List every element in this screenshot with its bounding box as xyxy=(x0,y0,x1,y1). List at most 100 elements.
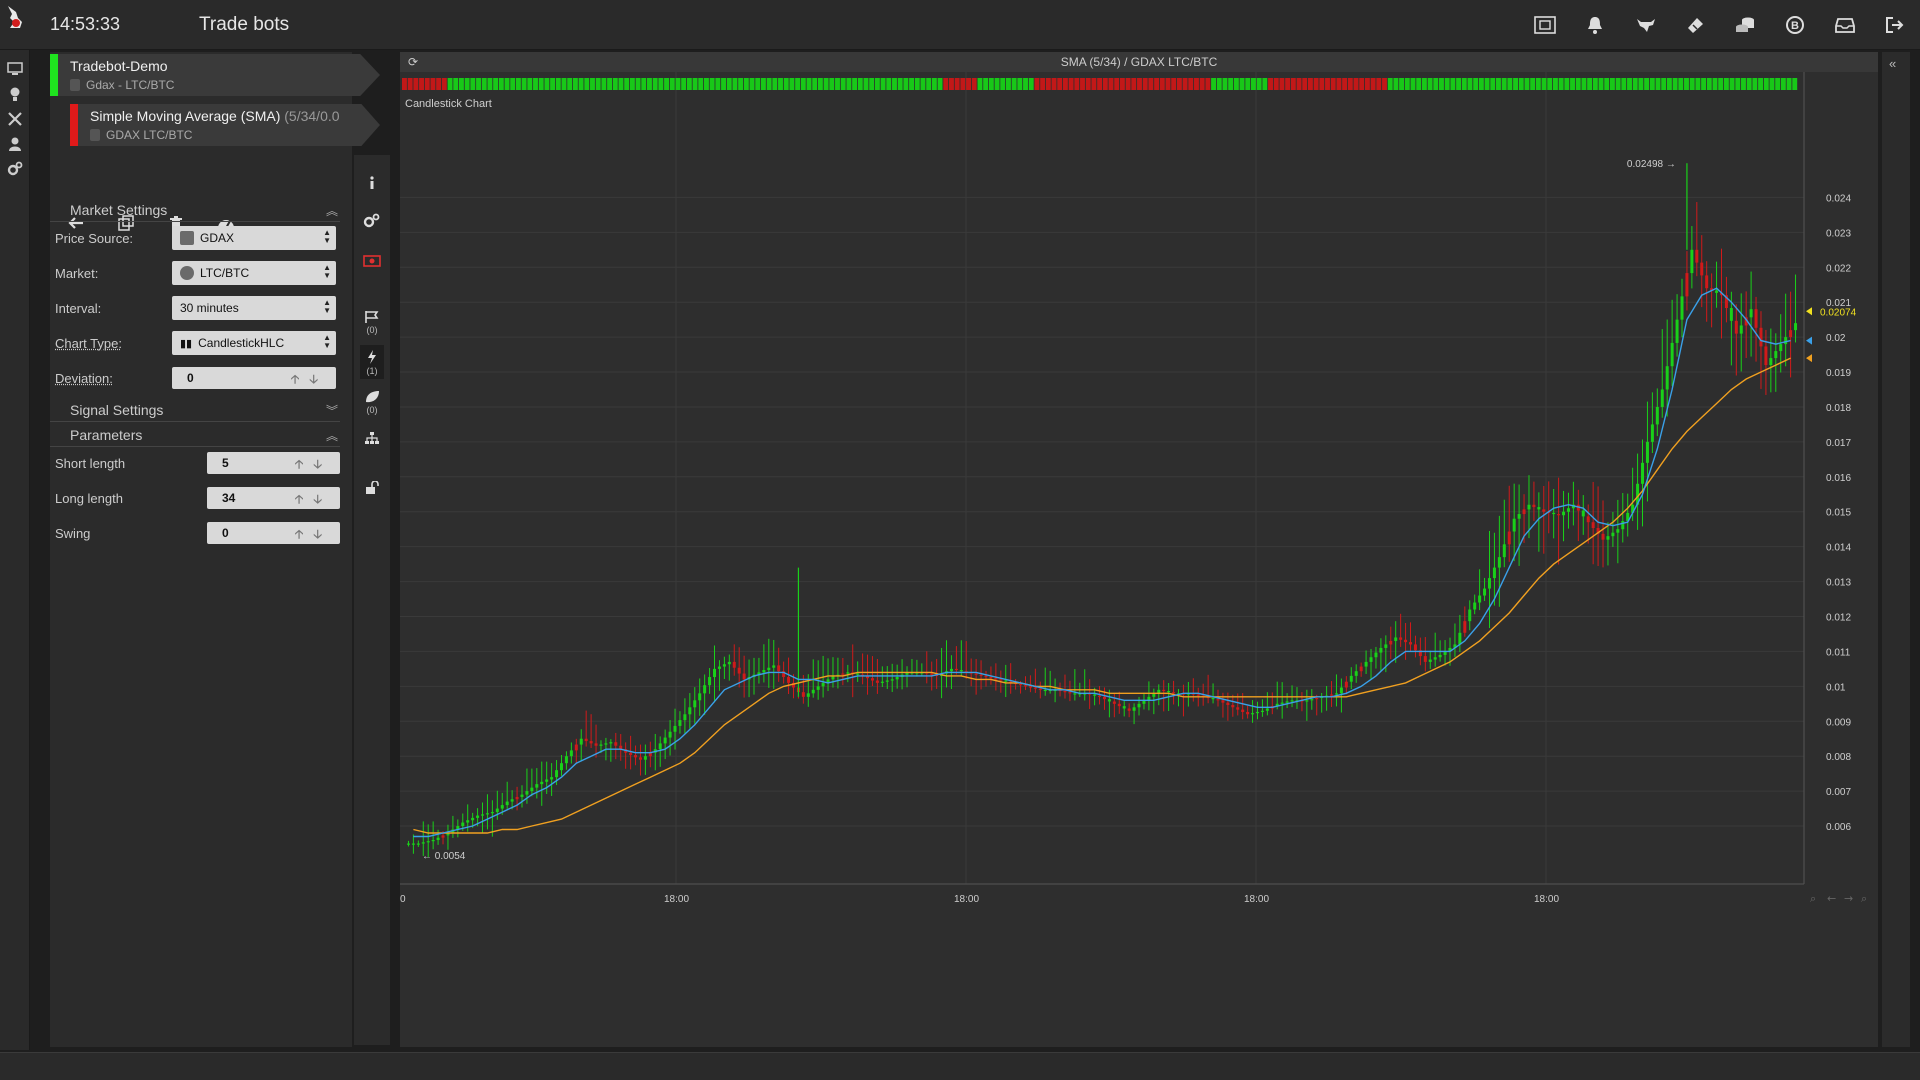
back-icon[interactable] xyxy=(65,212,87,234)
tab-gears[interactable] xyxy=(360,208,384,234)
y-tick-label: 0.015 xyxy=(1826,508,1851,519)
market-select[interactable]: LTC/BTC ▲ ▼ xyxy=(172,261,336,285)
tab-leaf[interactable]: (0) xyxy=(360,385,384,419)
market-settings-header[interactable]: Market Settings ︽ xyxy=(50,200,340,222)
tab-money[interactable] xyxy=(360,248,384,274)
candle-body xyxy=(1754,309,1758,328)
candle-body xyxy=(1502,544,1506,558)
candle-body xyxy=(540,781,544,785)
signal-strip-cell xyxy=(1119,78,1125,90)
collapse-up-icon[interactable]: ︽ xyxy=(325,429,338,443)
candlestick-chart[interactable]: 0.024 0.023 0.022 0.021 0.02 0.019 0.018 0.017 0… xyxy=(400,72,1878,1047)
signal-strip-cell xyxy=(703,78,709,90)
signal-settings-header[interactable]: Signal Settings ︾ xyxy=(50,400,340,422)
bot-card-tradebot-demo[interactable]: Tradebot-Demo Gdax - LTC/BTC xyxy=(50,54,380,96)
rabbit-logo-icon[interactable] xyxy=(4,4,26,30)
candle-body xyxy=(1591,522,1595,529)
signal-strip-cell xyxy=(607,78,613,90)
candle-body xyxy=(1552,512,1556,515)
candle-body xyxy=(1690,249,1694,274)
tools-icon[interactable] xyxy=(6,110,24,128)
collapse-up-icon[interactable]: ︽ xyxy=(325,204,338,218)
signal-strip-cell xyxy=(835,78,840,90)
signal-strip-cell xyxy=(1148,78,1154,90)
signal-strip-cell xyxy=(1011,78,1017,90)
refresh-icon[interactable]: ⟳ xyxy=(408,55,419,69)
candle-body xyxy=(866,675,870,679)
signal-strip-cell xyxy=(1775,78,1781,90)
bitcoin-icon[interactable]: B xyxy=(1783,14,1807,36)
candle-body xyxy=(634,755,638,758)
monitor-icon[interactable] xyxy=(6,60,24,78)
candle-body xyxy=(1463,621,1467,633)
candle-body xyxy=(1344,681,1348,688)
signal-strip-cell xyxy=(783,78,789,90)
bot-card-sma[interactable]: Simple Moving Average (SMA) (5/34/0.0 GD… xyxy=(70,104,380,146)
tab-signals[interactable]: (1) xyxy=(360,345,384,379)
signal-strip-cell xyxy=(618,78,624,90)
logout-icon[interactable] xyxy=(1883,14,1907,36)
candle-body xyxy=(629,752,633,756)
long-length-input[interactable]: 34 🡡🡣 xyxy=(207,487,340,509)
tab-flags[interactable]: (0) xyxy=(360,305,384,339)
bell-icon[interactable] xyxy=(1583,14,1607,36)
deviation-input[interactable]: 0 🡡🡣 xyxy=(172,367,336,389)
candle-body xyxy=(722,664,726,667)
signal-strip-cell xyxy=(1638,78,1644,90)
short-length-input[interactable]: 5 🡡🡣 xyxy=(207,452,340,474)
y-tick-label: 0.013 xyxy=(1826,578,1851,589)
candle-body xyxy=(1162,689,1166,692)
candle-body xyxy=(846,672,850,674)
zoom-control-icon[interactable]: ⌕ xyxy=(1810,892,1816,905)
candle-body xyxy=(1448,647,1452,652)
signal-strip-cell xyxy=(612,78,618,90)
signal-strip-cell xyxy=(789,78,795,90)
settings-icon[interactable] xyxy=(6,160,24,178)
candle-body xyxy=(1759,327,1763,347)
candle-body xyxy=(1631,504,1635,513)
parameters-header[interactable]: Parameters ︽ xyxy=(50,425,340,447)
stepper-arrows-icon[interactable]: 🡡🡣 xyxy=(290,372,328,386)
signal-strip-cell xyxy=(698,78,704,90)
candle-body xyxy=(1196,694,1200,696)
tab-hierarchy[interactable] xyxy=(360,425,384,451)
swing-input[interactable]: 0 🡡🡣 xyxy=(207,522,340,544)
stepper-arrows-icon[interactable]: 🡡🡣 xyxy=(294,527,332,541)
stepper-arrows-icon[interactable]: 🡡🡣 xyxy=(294,492,332,506)
bull-icon[interactable] xyxy=(1634,14,1658,36)
stepper-arrows-icon[interactable]: 🡡🡣 xyxy=(294,457,332,471)
zoom-control-icon[interactable]: ⌕ xyxy=(1861,892,1867,905)
zoom-control-icon[interactable]: → xyxy=(1844,892,1853,905)
sma-short-marker xyxy=(1806,336,1812,345)
ticket-icon[interactable] xyxy=(1683,14,1707,36)
screenshot-icon[interactable] xyxy=(1533,14,1557,36)
candle-body xyxy=(485,813,489,815)
candle-body xyxy=(564,756,568,764)
expand-left-icon[interactable]: « xyxy=(1889,56,1897,71)
tab-unlock[interactable] xyxy=(360,475,384,501)
tab-info[interactable] xyxy=(360,170,384,196)
candle-body xyxy=(1473,602,1477,610)
signal-strip-cell xyxy=(652,78,658,90)
candle-body xyxy=(441,835,445,838)
signal-strip-cell xyxy=(1239,78,1245,90)
coins-icon[interactable] xyxy=(1733,14,1757,36)
candle-body xyxy=(1670,342,1674,367)
long-length-value: 34 xyxy=(222,491,236,505)
flag-count: (0) xyxy=(366,324,378,335)
interval-select[interactable]: 30 minutes ▲ ▼ xyxy=(172,296,336,320)
chart-type-select[interactable]: ▮▮ CandlestickHLC ▲ ▼ xyxy=(172,331,336,355)
bulb-icon[interactable] xyxy=(6,85,24,103)
swing-value: 0 xyxy=(222,526,229,540)
user-icon[interactable] xyxy=(6,135,24,153)
candle-body xyxy=(1290,700,1294,702)
candle-body xyxy=(1369,657,1373,662)
price-source-select[interactable]: GDAX ▲ ▼ xyxy=(172,226,336,250)
svg-text:B: B xyxy=(1791,20,1799,32)
signal-strip-cell xyxy=(1091,78,1097,90)
candle-body xyxy=(1280,702,1284,704)
zoom-control-icon[interactable]: ← xyxy=(1827,892,1836,905)
inbox-icon[interactable] xyxy=(1833,14,1857,36)
expand-down-icon[interactable]: ︾ xyxy=(325,404,338,418)
trash-icon[interactable] xyxy=(165,212,187,234)
